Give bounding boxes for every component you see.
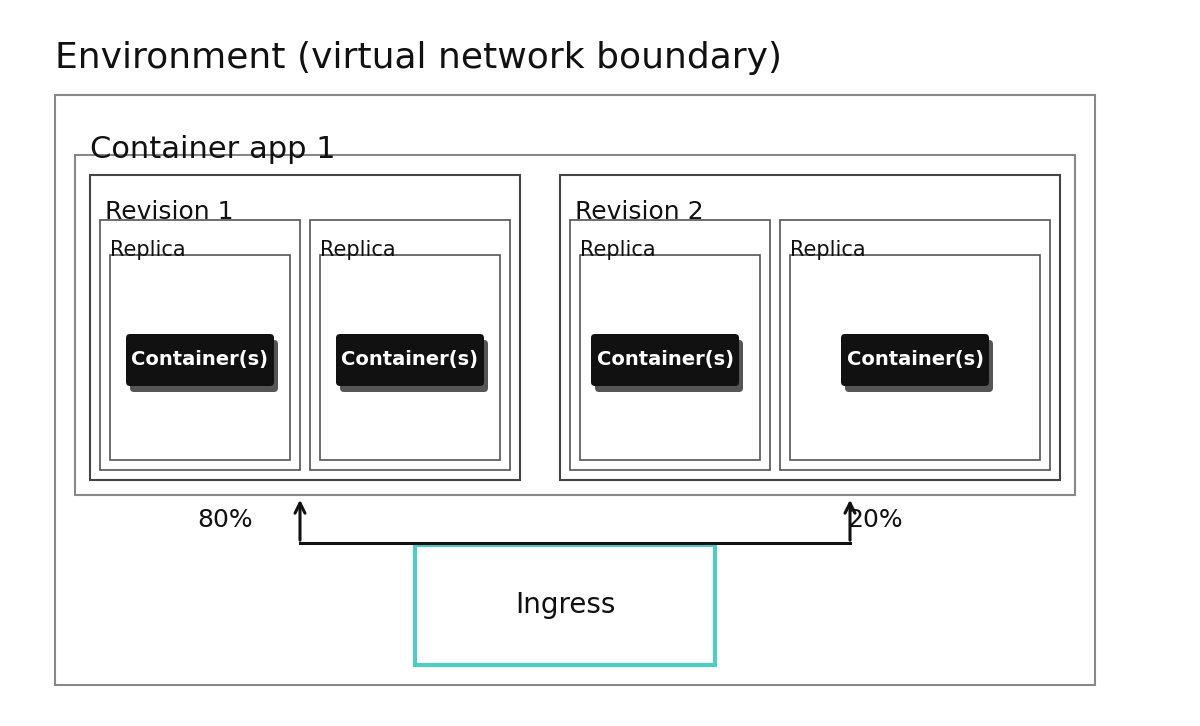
Bar: [90, 175, 520, 480]
FancyBboxPatch shape: [841, 334, 989, 386]
FancyBboxPatch shape: [845, 340, 994, 392]
Text: Environment (virtual network boundary): Environment (virtual network boundary): [55, 41, 782, 75]
Bar: [320, 255, 500, 460]
Bar: [580, 255, 760, 460]
Bar: [560, 175, 1060, 480]
Bar: [55, 95, 1096, 685]
Text: Container app 1: Container app 1: [90, 135, 336, 164]
Text: Replica: Replica: [320, 240, 396, 260]
Text: Container(s): Container(s): [342, 351, 479, 370]
Text: Container(s): Container(s): [132, 351, 269, 370]
Text: Replica: Replica: [790, 240, 865, 260]
Bar: [780, 220, 1050, 470]
Text: 80%: 80%: [197, 508, 253, 532]
Bar: [415, 545, 715, 665]
FancyBboxPatch shape: [336, 334, 484, 386]
FancyBboxPatch shape: [592, 334, 739, 386]
Text: Ingress: Ingress: [515, 591, 616, 619]
Bar: [570, 220, 770, 470]
FancyBboxPatch shape: [126, 334, 274, 386]
Text: Revision 2: Revision 2: [575, 200, 703, 224]
Bar: [790, 255, 1040, 460]
Bar: [100, 220, 300, 470]
FancyBboxPatch shape: [340, 340, 488, 392]
FancyBboxPatch shape: [130, 340, 278, 392]
Bar: [74, 155, 1075, 495]
Text: Revision 1: Revision 1: [106, 200, 234, 224]
Text: Replica: Replica: [580, 240, 655, 260]
Text: Replica: Replica: [110, 240, 186, 260]
Text: Container(s): Container(s): [596, 351, 733, 370]
Text: Container(s): Container(s): [846, 351, 984, 370]
Text: 20%: 20%: [847, 508, 902, 532]
Bar: [310, 220, 510, 470]
FancyBboxPatch shape: [595, 340, 743, 392]
Bar: [110, 255, 290, 460]
